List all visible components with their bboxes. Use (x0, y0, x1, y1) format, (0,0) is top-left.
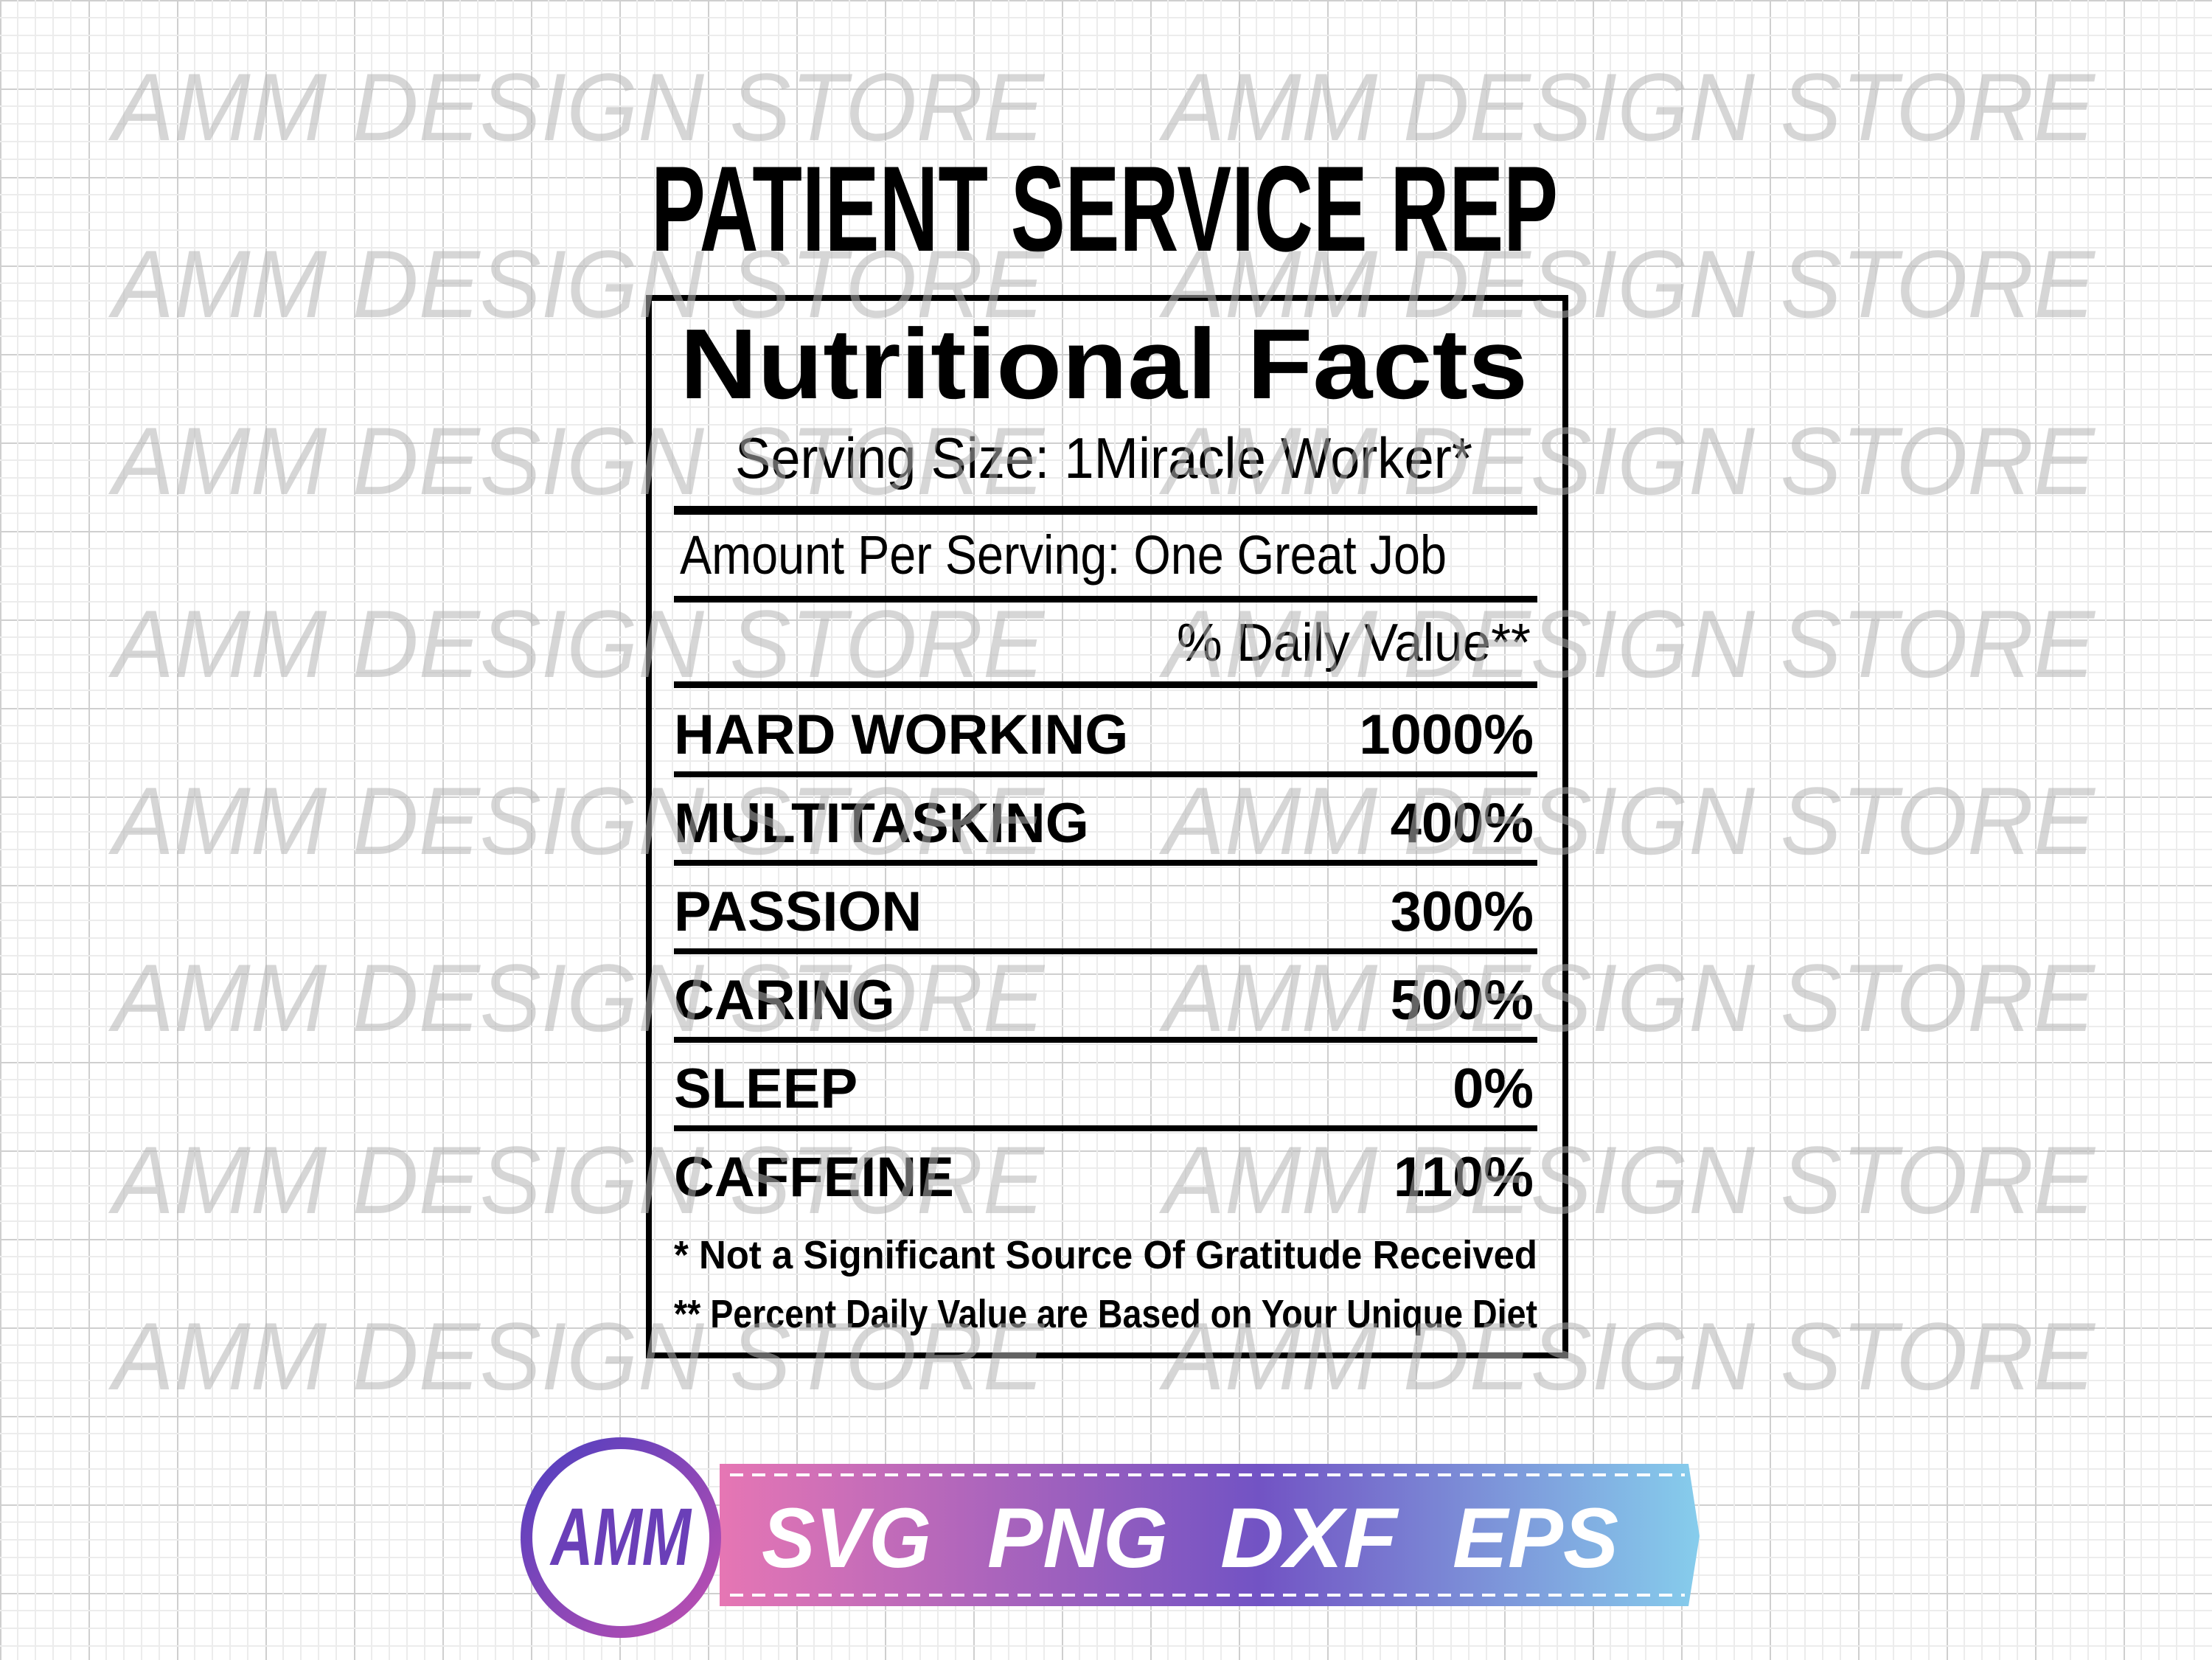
amount: Amount Per Serving: One Great Job (680, 524, 1447, 586)
row-name: PASSION (674, 881, 922, 943)
row-value: 1000% (1359, 704, 1534, 766)
divider (674, 948, 1537, 954)
watermark: AMM DESIGN STORE (1158, 590, 2096, 698)
watermark: AMM DESIGN STORE (108, 944, 1045, 1052)
watermark: AMM DESIGN STORE (108, 230, 1045, 338)
format-label: PNG (987, 1491, 1168, 1586)
watermark: AMM DESIGN STORE (108, 407, 1045, 515)
watermark: AMM DESIGN STORE (108, 767, 1045, 875)
watermark: AMM DESIGN STORE (1158, 944, 2096, 1052)
row-name: SLEEP (674, 1058, 858, 1120)
row-value: 110% (1394, 1146, 1534, 1209)
daily-value-header: % Daily Value** (1177, 614, 1531, 673)
logo-text: AMM (549, 1492, 692, 1583)
row-name: HARD WORKING (674, 704, 1128, 766)
watermark: AMM DESIGN STORE (108, 1126, 1045, 1234)
ribbon-stitch (730, 1473, 1685, 1597)
watermark: AMM DESIGN STORE (1158, 1126, 2096, 1234)
divider (674, 860, 1537, 866)
format-label: EPS (1453, 1491, 1618, 1586)
divider (674, 681, 1537, 688)
watermark: AMM DESIGN STORE (108, 1302, 1045, 1410)
watermark: AMM DESIGN STORE (1158, 53, 2096, 161)
watermark: AMM DESIGN STORE (1158, 230, 2096, 338)
watermark: AMM DESIGN STORE (1158, 407, 2096, 515)
row-value: 300% (1391, 881, 1534, 943)
footnote: ** Percent Daily Value are Based on Your… (674, 1292, 1537, 1336)
format-label: SVG (762, 1491, 931, 1586)
row-name: CAFFEINE (674, 1146, 954, 1209)
formats: SVG PNG DXF EPS (762, 1491, 1618, 1586)
divider (674, 771, 1537, 777)
badge: AMM SVG PNG DXF EPS (521, 1437, 1700, 1638)
watermark: AMM DESIGN STORE (108, 590, 1045, 698)
row-value: 0% (1453, 1058, 1534, 1120)
label-heading: Nutritional Facts (680, 308, 1528, 420)
row-name: MULTITASKING (674, 792, 1089, 855)
format-label: DXF (1220, 1491, 1399, 1586)
watermark: AMM DESIGN STORE (108, 53, 1045, 161)
row-value: 400% (1391, 792, 1534, 855)
divider (674, 596, 1537, 602)
divider (674, 1125, 1537, 1131)
row-name: CARING (674, 969, 895, 1032)
serving-size: Serving Size: 1Miracle Worker* (735, 426, 1472, 490)
footnote: * Not a Significant Source Of Gratitude … (674, 1233, 1537, 1277)
rows: HARD WORKING 1000% MULTITASKING 400% PASSION… (674, 704, 1537, 1209)
label: PATIENT SERVICE REP Nutritional Facts Se… (646, 141, 1568, 1358)
watermark: AMM DESIGN STORE (1158, 767, 2096, 875)
divider (674, 1037, 1537, 1043)
title: PATIENT SERVICE REP (651, 141, 1558, 277)
label-border (646, 295, 1568, 1358)
ribbon (720, 1464, 1700, 1606)
watermarks: AMM DESIGN STORE AMM DESIGN STORE AMM DESI… (108, 53, 2096, 1410)
logo-circle (521, 1437, 721, 1638)
row-value: 500% (1391, 969, 1534, 1032)
divider (674, 506, 1537, 515)
watermark: AMM DESIGN STORE (1158, 1302, 2096, 1410)
